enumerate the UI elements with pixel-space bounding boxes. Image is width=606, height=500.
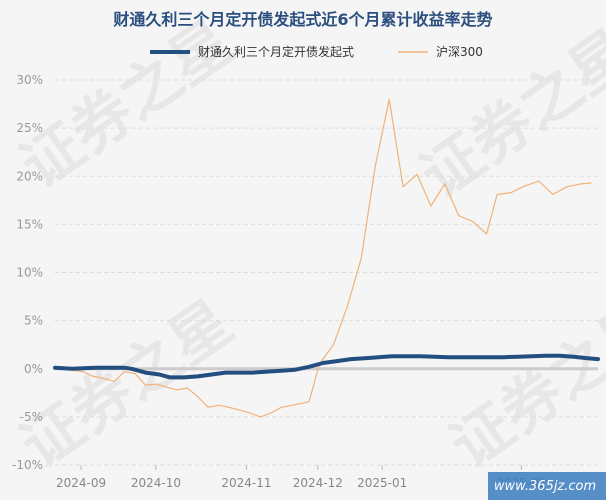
x-tick-label: 2024-09 [56,476,106,490]
y-tick-label: 5% [24,314,43,328]
series-lines [53,98,600,418]
legend: 财通久利三个月定开债发起式 沪深300 [150,44,483,59]
y-tick-label: 30% [16,73,43,87]
y-tick-label: 20% [16,169,43,183]
legend-label-fund: 财通久利三个月定开债发起式 [198,44,354,59]
site-badge [488,472,606,500]
x-tick-label: 2024-11 [221,476,271,490]
x-tick-label: 2025-01 [357,476,407,490]
x-tick-label: 2024-10 [131,476,181,490]
y-tick-label: 25% [16,121,43,135]
grid-lines [55,79,598,466]
series-line-fund [53,353,600,380]
y-tick-label: 0% [24,362,43,376]
y-tick-label: -10% [12,458,43,472]
y-tick-label: -5% [20,410,43,424]
x-tick-label: 2024-12 [293,476,343,490]
y-axis-ticks: 30% 25% 20% 15% 10% 5% 0% -5% -10% [12,73,43,472]
site-watermark: www.365jz.com [494,479,596,494]
chart-title: 财通久利三个月定开债发起式近6个月累计收益率走势 [112,10,492,29]
y-tick-label: 10% [16,266,43,280]
legend-label-index: 沪深300 [436,45,483,59]
series-line-hs300 [54,98,592,418]
y-tick-label: 15% [16,217,43,231]
